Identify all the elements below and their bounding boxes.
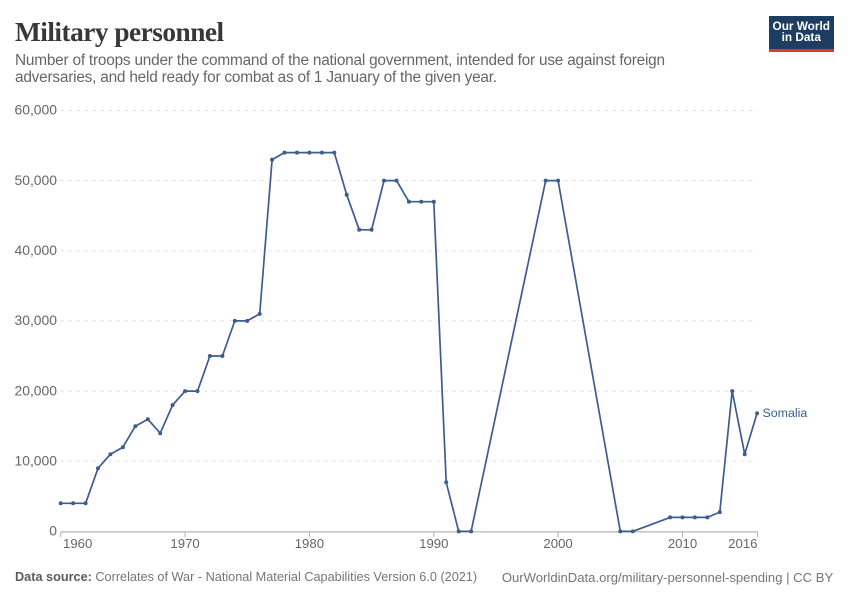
svg-text:50,000: 50,000	[15, 172, 58, 188]
svg-text:1960: 1960	[63, 536, 92, 551]
svg-text:0: 0	[49, 523, 57, 539]
svg-text:1990: 1990	[419, 536, 448, 551]
svg-text:60,000: 60,000	[15, 102, 58, 118]
svg-text:10,000: 10,000	[15, 452, 58, 468]
svg-text:30,000: 30,000	[15, 312, 58, 328]
svg-text:40,000: 40,000	[15, 242, 58, 258]
svg-text:Somalia: Somalia	[763, 406, 808, 420]
svg-text:2016: 2016	[728, 536, 757, 551]
svg-text:1970: 1970	[170, 536, 199, 551]
svg-text:2010: 2010	[668, 536, 697, 551]
svg-text:2000: 2000	[543, 536, 572, 551]
svg-text:1980: 1980	[295, 536, 324, 551]
svg-text:20,000: 20,000	[15, 382, 58, 398]
